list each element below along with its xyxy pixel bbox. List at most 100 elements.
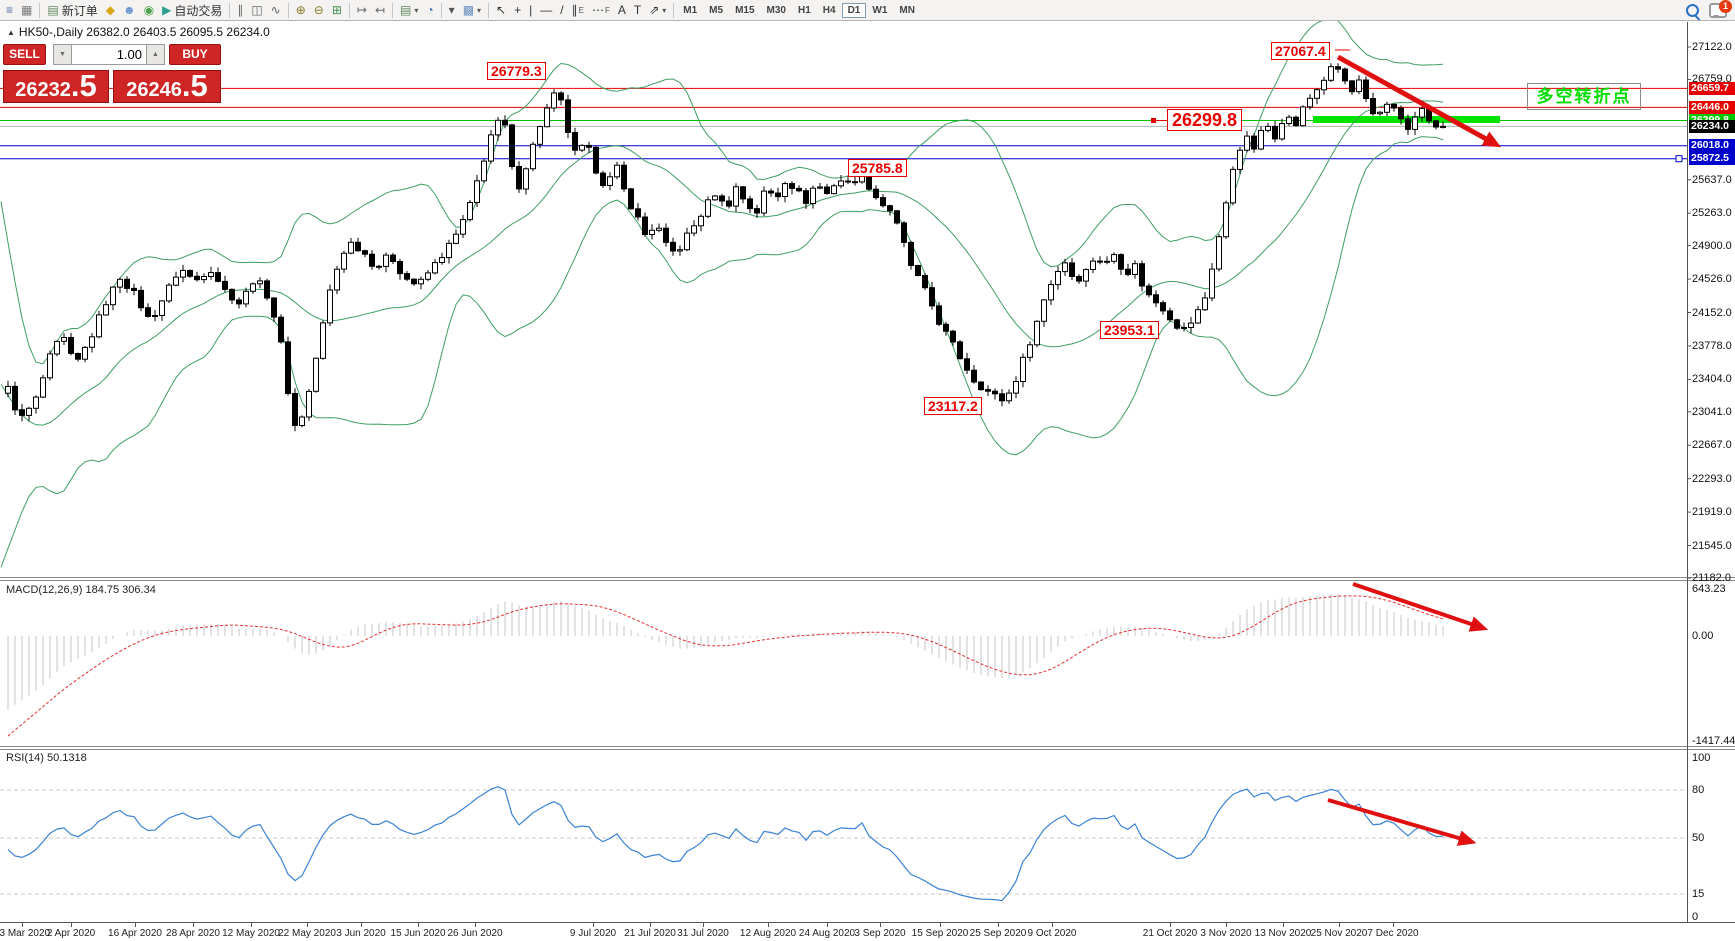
bar-chart-icon[interactable]: ∥ — [233, 1, 247, 19]
trend-arrow-objects[interactable] — [1327, 54, 1502, 846]
tf-h1[interactable]: H1 — [792, 3, 817, 18]
community-icon[interactable]: ☻ — [119, 1, 140, 19]
date-axis-label[interactable]: 31 Jul 2020 — [677, 928, 729, 939]
date-axis-label[interactable]: 25 Nov 2020 — [1310, 928, 1368, 939]
price-callout-label[interactable]: 26779.3 — [487, 62, 546, 80]
auto-scroll-icon[interactable]: ↦ — [353, 1, 371, 19]
tf-m5[interactable]: M5 — [703, 3, 729, 18]
price-badge: 25872.5 — [1689, 152, 1735, 166]
period-clock-icon[interactable]: ◔ — [422, 1, 437, 19]
date-axis-label[interactable]: 28 Apr 2020 — [166, 928, 220, 939]
panel-frames — [0, 22, 1735, 927]
date-axis-label[interactable]: 21 Jul 2020 — [624, 928, 676, 939]
date-axis-label[interactable]: 13 Nov 2020 — [1254, 928, 1312, 939]
date-axis-label[interactable]: 16 Apr 2020 — [108, 928, 162, 939]
tf-h4[interactable]: H4 — [817, 3, 842, 18]
autotrading-button-label: 自动交易 — [174, 3, 223, 18]
horizontal-line-objects[interactable] — [0, 87, 1687, 163]
date-axis-label[interactable]: 21 Oct 2020 — [1142, 928, 1198, 939]
data-window-icon[interactable]: ▦ — [17, 1, 36, 19]
tile-windows-icon[interactable]: ⊞ — [328, 1, 346, 19]
price-callout-label[interactable]: 23953.1 — [1100, 321, 1159, 339]
price-axis-tick: 24526.0 — [1692, 273, 1732, 286]
date-axis-label[interactable]: 23 Mar 2020 — [0, 928, 51, 939]
zoom-in-icon: ⊕ — [295, 3, 306, 17]
channel-tool-icon[interactable]: ∥ E — [568, 1, 588, 19]
volume-input[interactable]: 1.00 — [72, 44, 146, 65]
date-axis-label[interactable]: 24 Aug 2020 — [798, 928, 856, 939]
tf-m1[interactable]: M1 — [677, 3, 703, 18]
chart-template-icon[interactable]: ▩ ▾ — [459, 1, 485, 19]
rsi-label: RSI(14) 50.1318 — [6, 752, 87, 764]
profiles-icon[interactable]: ▤ ▾ — [396, 1, 422, 19]
date-axis-label[interactable]: 3 Sep 2020 — [854, 928, 906, 939]
new-order-button[interactable]: ▤ 新订单 — [43, 1, 101, 19]
sell-price[interactable]: 26232.5 — [3, 70, 109, 103]
date-axis-label[interactable]: 9 Jul 2020 — [569, 928, 617, 939]
tf-m15-label: M15 — [735, 4, 755, 16]
volume-up-button[interactable]: ▲ — [146, 44, 165, 65]
bull-bear-turning-point-label[interactable]: 多空转折点 — [1527, 83, 1641, 110]
buy-price[interactable]: 26246.5 — [113, 70, 221, 103]
objects-icon[interactable]: ◆ — [102, 1, 119, 19]
tf-d1[interactable]: D1 — [841, 2, 867, 18]
date-axis-label[interactable]: 25 Sep 2020 — [969, 928, 1027, 939]
tf-mn[interactable]: MN — [893, 3, 921, 18]
date-axis-label[interactable]: 9 Oct 2020 — [1027, 928, 1077, 939]
date-axis-label[interactable]: 2 Apr 2020 — [46, 928, 96, 939]
price-callout-label[interactable]: 27067.4 — [1271, 42, 1330, 60]
text-label-tool-icon[interactable]: T — [630, 1, 645, 19]
rsi-indicator — [0, 786, 1687, 902]
hline-tool-icon[interactable]: — — [536, 1, 556, 19]
date-axis-label[interactable]: 7 Dec 2020 — [1367, 928, 1419, 939]
search-icon[interactable] — [1686, 3, 1699, 17]
fibonacci-tool-icon[interactable]: ⋯ F — [588, 1, 614, 19]
arrows-tool-icon[interactable]: ⇗ ▾ — [645, 1, 670, 19]
date-axis-label[interactable]: 22 May 2020 — [278, 928, 336, 939]
candlestick-chart-icon: ◫ — [251, 3, 263, 17]
trendline-tool-icon[interactable]: / — [556, 1, 567, 19]
tf-m15[interactable]: M15 — [729, 3, 760, 18]
crosshair-tool-icon[interactable]: + — [510, 1, 525, 19]
tf-w1[interactable]: W1 — [866, 3, 893, 18]
volume-down-button[interactable]: ▼ — [53, 44, 72, 65]
rsi-axis-tick: 100 — [1692, 752, 1711, 764]
price-callout-label[interactable]: 26299.8 — [1167, 109, 1243, 131]
line-chart-icon[interactable]: ∿ — [267, 1, 285, 19]
tf-m30[interactable]: M30 — [761, 3, 792, 18]
text-tool-icon[interactable]: A — [614, 1, 630, 19]
date-axis-label[interactable]: 3 Jun 2020 — [336, 928, 386, 939]
auto-scroll-icon: ↦ — [356, 3, 367, 17]
cursor-tool-icon: ↖ — [496, 3, 507, 17]
date-axis-label[interactable]: 26 Jun 2020 — [447, 928, 503, 939]
tf-w1-label: W1 — [872, 4, 888, 16]
date-axis-label[interactable]: 12 Aug 2020 — [739, 928, 797, 939]
chart-shift-icon[interactable]: ↤ — [371, 1, 389, 19]
zoom-out-icon[interactable]: ⊖ — [310, 1, 328, 19]
date-axis-label[interactable]: 15 Jun 2020 — [390, 928, 446, 939]
candlestick-chart-icon[interactable]: ◫ — [247, 1, 266, 19]
autotrading-button[interactable]: ▶ 自动交易 — [158, 1, 226, 19]
zoom-in-icon[interactable]: ⊕ — [292, 1, 310, 19]
symbol-ohlc-text: HK50-,Daily 26382.0 26403.5 26095.5 2623… — [18, 25, 270, 39]
market-watch-icon[interactable]: ≡ — [2, 1, 17, 19]
vline-tool-icon[interactable]: | — [525, 1, 536, 19]
date-axis-label[interactable]: 15 Sep 2020 — [911, 928, 969, 939]
buy-price-frac: .5 — [181, 68, 208, 103]
templates-dropdown-icon[interactable]: ▾ — [445, 1, 459, 19]
date-axis-label[interactable]: 12 May 2020 — [222, 928, 280, 939]
chat-icon[interactable]: 1 — [1709, 0, 1732, 18]
buy-button[interactable]: BUY — [169, 44, 221, 65]
signals-icon[interactable]: ◉ — [140, 1, 158, 19]
sell-button[interactable]: SELL — [3, 44, 46, 65]
price-axis-tick: 21919.0 — [1692, 506, 1732, 519]
callout-leaders — [1151, 49, 1350, 123]
cursor-tool-icon[interactable]: ↖ — [492, 1, 510, 19]
toolbar-separator — [229, 2, 231, 18]
price-callout-label[interactable]: 25785.8 — [848, 159, 907, 177]
objects-icon: ◆ — [105, 3, 115, 17]
symbol-arrow-icon[interactable]: ▲ — [7, 28, 15, 37]
date-axis-label[interactable]: 3 Nov 2020 — [1200, 928, 1252, 939]
price-callout-label[interactable]: 23117.2 — [924, 397, 982, 415]
